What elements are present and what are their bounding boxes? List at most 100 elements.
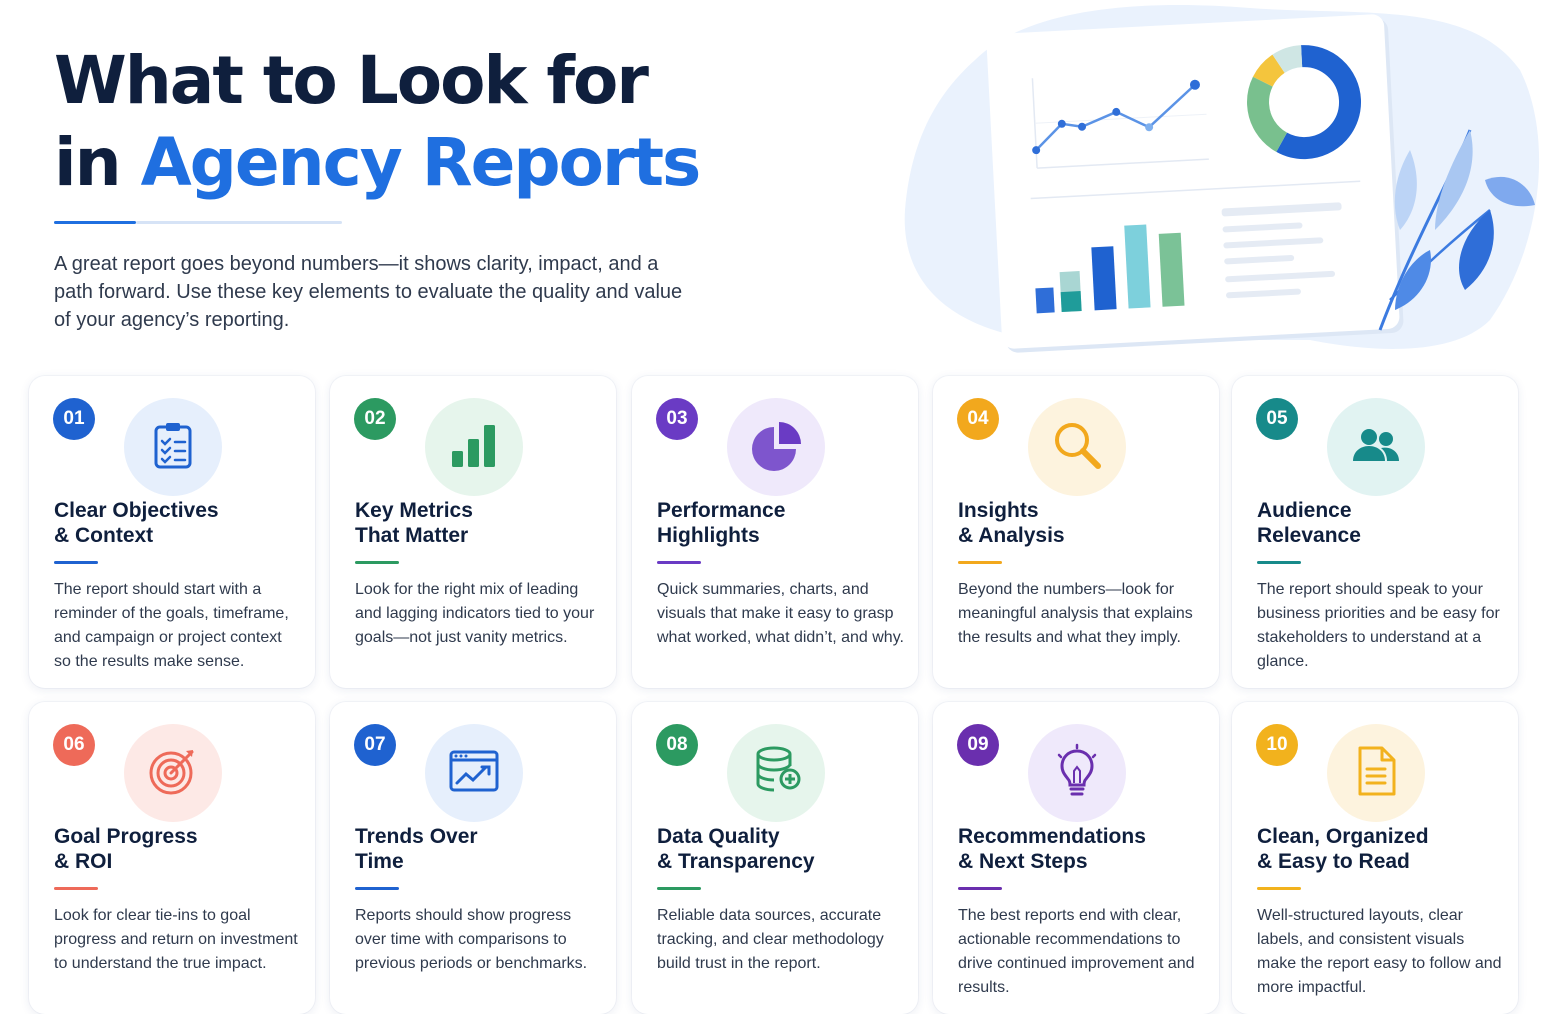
document-icon xyxy=(1348,743,1404,804)
card-title-line-1: Data Quality xyxy=(657,825,780,848)
card-icon-circle xyxy=(124,724,222,822)
card-title-line-2: & Next Steps xyxy=(958,850,1088,873)
card-07: 07 Trends Over Time Reports should show pro… xyxy=(330,702,616,1014)
card-number-badge: 10 xyxy=(1256,724,1298,766)
intro-paragraph: A great report goes beyond numbers—it sh… xyxy=(54,253,683,331)
card-description: The report should speak to your business… xyxy=(1257,581,1500,670)
card-icon-circle xyxy=(1327,398,1425,496)
card-title-line-2: Time xyxy=(355,850,404,873)
card-description: The best reports end with clear, actiona… xyxy=(958,907,1195,996)
card-title-line-1: Clear Objectives xyxy=(54,499,219,522)
card-title-underline xyxy=(958,561,1002,564)
card-icon-circle xyxy=(124,398,222,496)
card-title-line-2: & Transparency xyxy=(657,850,815,873)
database-icon xyxy=(748,743,804,804)
card-description: Reliable data sources, accurate tracking… xyxy=(657,907,884,972)
card-title: Clear Objectives & Context xyxy=(54,498,304,548)
card-title-line-2: & ROI xyxy=(54,850,113,873)
card-description: Quick summaries, charts, and visuals tha… xyxy=(657,581,904,646)
report-dashboard-illustration xyxy=(904,4,1540,353)
card-title: Trends Over Time xyxy=(355,824,605,874)
magnifier-icon xyxy=(1049,417,1105,478)
card-title-underline xyxy=(355,561,399,564)
leaf-plant-graphic xyxy=(1378,129,1535,331)
card-number-badge: 05 xyxy=(1256,398,1298,440)
card-title-line-1: Insights xyxy=(958,499,1039,522)
card-title-underline xyxy=(54,561,98,564)
card-title-line-1: Trends Over xyxy=(355,825,478,848)
card-02: 02 Key Metrics That Matter Look for the rig… xyxy=(330,376,616,688)
text-lines-graphic xyxy=(1221,202,1342,299)
card-01: 01 Clear Objectives & Context The report sh… xyxy=(29,376,315,688)
card-title-line-2: Relevance xyxy=(1257,524,1361,547)
card-05: 05 Audience Relevance The report should spe… xyxy=(1232,376,1518,688)
donut-chart-graphic xyxy=(1247,45,1362,160)
card-icon-circle xyxy=(1028,398,1126,496)
card-icon-circle xyxy=(1327,724,1425,822)
card-description: Well-structured layouts, clear labels, a… xyxy=(1257,907,1502,996)
pie-chart-icon xyxy=(748,417,804,478)
card-06: 06 Goal Progress & ROI Look for clear tie-i… xyxy=(29,702,315,1014)
card-title: Audience Relevance xyxy=(1257,498,1507,548)
card-icon-circle xyxy=(425,724,523,822)
title-line-2-accent: Agency Reports xyxy=(140,124,702,201)
card-title: Data Quality & Transparency xyxy=(657,824,907,874)
card-description: Beyond the numbers—look for meaningful a… xyxy=(958,581,1193,646)
card-title-underline xyxy=(54,887,98,890)
card-description: Look for clear tie-ins to goal progress … xyxy=(54,907,298,972)
card-description: Look for the right mix of leading and la… xyxy=(355,581,595,646)
card-title-line-1: Key Metrics xyxy=(355,499,473,522)
line-chart-graphic xyxy=(1031,78,1209,169)
card-title-line-2: & Context xyxy=(54,524,154,547)
card-title-underline xyxy=(1257,561,1301,564)
card-title: Recommendations & Next Steps xyxy=(958,824,1208,874)
card-09: 09 Recommendations & Next Steps The best re… xyxy=(933,702,1219,1014)
title-line-1: What to Look for xyxy=(54,42,649,119)
card-03: 03 Performance Highlights Quick summaries, … xyxy=(632,376,918,688)
card-08: 08 Data Quality & Transparency Reliable dat… xyxy=(632,702,918,1014)
card-title: Performance Highlights xyxy=(657,498,907,548)
bar-chart-graphic xyxy=(1030,180,1361,314)
card-title-line-1: Audience xyxy=(1257,499,1352,522)
card-icon-circle xyxy=(425,398,523,496)
card-title: Insights & Analysis xyxy=(958,498,1208,548)
card-10: 10 Clean, Organized & Easy to Read Well-str… xyxy=(1232,702,1518,1014)
trend-window-icon xyxy=(446,743,502,804)
card-number-badge: 06 xyxy=(53,724,95,766)
bar-chart-icon xyxy=(446,417,502,478)
card-icon-circle xyxy=(1028,724,1126,822)
card-title-line-1: Clean, Organized xyxy=(1257,825,1429,848)
card-title-line-2: Highlights xyxy=(657,524,760,547)
card-title-underline xyxy=(958,887,1002,890)
card-title-underline xyxy=(355,887,399,890)
card-number-badge: 07 xyxy=(354,724,396,766)
people-icon xyxy=(1348,417,1404,478)
clipboard-checklist-icon xyxy=(145,417,201,478)
card-number-badge: 01 xyxy=(53,398,95,440)
card-title: Clean, Organized & Easy to Read xyxy=(1257,824,1507,874)
card-title-line-2: That Matter xyxy=(355,524,469,547)
card-number-badge: 09 xyxy=(957,724,999,766)
card-title-underline xyxy=(657,887,701,890)
page-title: What to Look for in Agency Reports xyxy=(54,40,702,204)
card-description: The report should start with a reminder … xyxy=(54,581,289,670)
card-description: Reports should show progress over time w… xyxy=(355,907,588,972)
card-title-line-2: & Easy to Read xyxy=(1257,850,1410,873)
card-number-badge: 03 xyxy=(656,398,698,440)
card-title-line-1: Goal Progress xyxy=(54,825,198,848)
card-title-line-2: & Analysis xyxy=(958,524,1065,547)
card-title-line-1: Recommendations xyxy=(958,825,1146,848)
card-number-badge: 04 xyxy=(957,398,999,440)
card-title-underline xyxy=(657,561,701,564)
card-icon-circle xyxy=(727,724,825,822)
card-title: Goal Progress & ROI xyxy=(54,824,304,874)
card-icon-circle xyxy=(727,398,825,496)
title-line-2-prefix: in xyxy=(54,124,122,201)
target-icon xyxy=(145,743,201,804)
card-title-line-1: Performance xyxy=(657,499,786,522)
card-title-underline xyxy=(1257,887,1301,890)
card-number-badge: 08 xyxy=(656,724,698,766)
lightbulb-icon xyxy=(1049,743,1105,804)
card-04: 04 Insights & Analysis Beyond the numbers—l… xyxy=(933,376,1219,688)
card-title: Key Metrics That Matter xyxy=(355,498,605,548)
